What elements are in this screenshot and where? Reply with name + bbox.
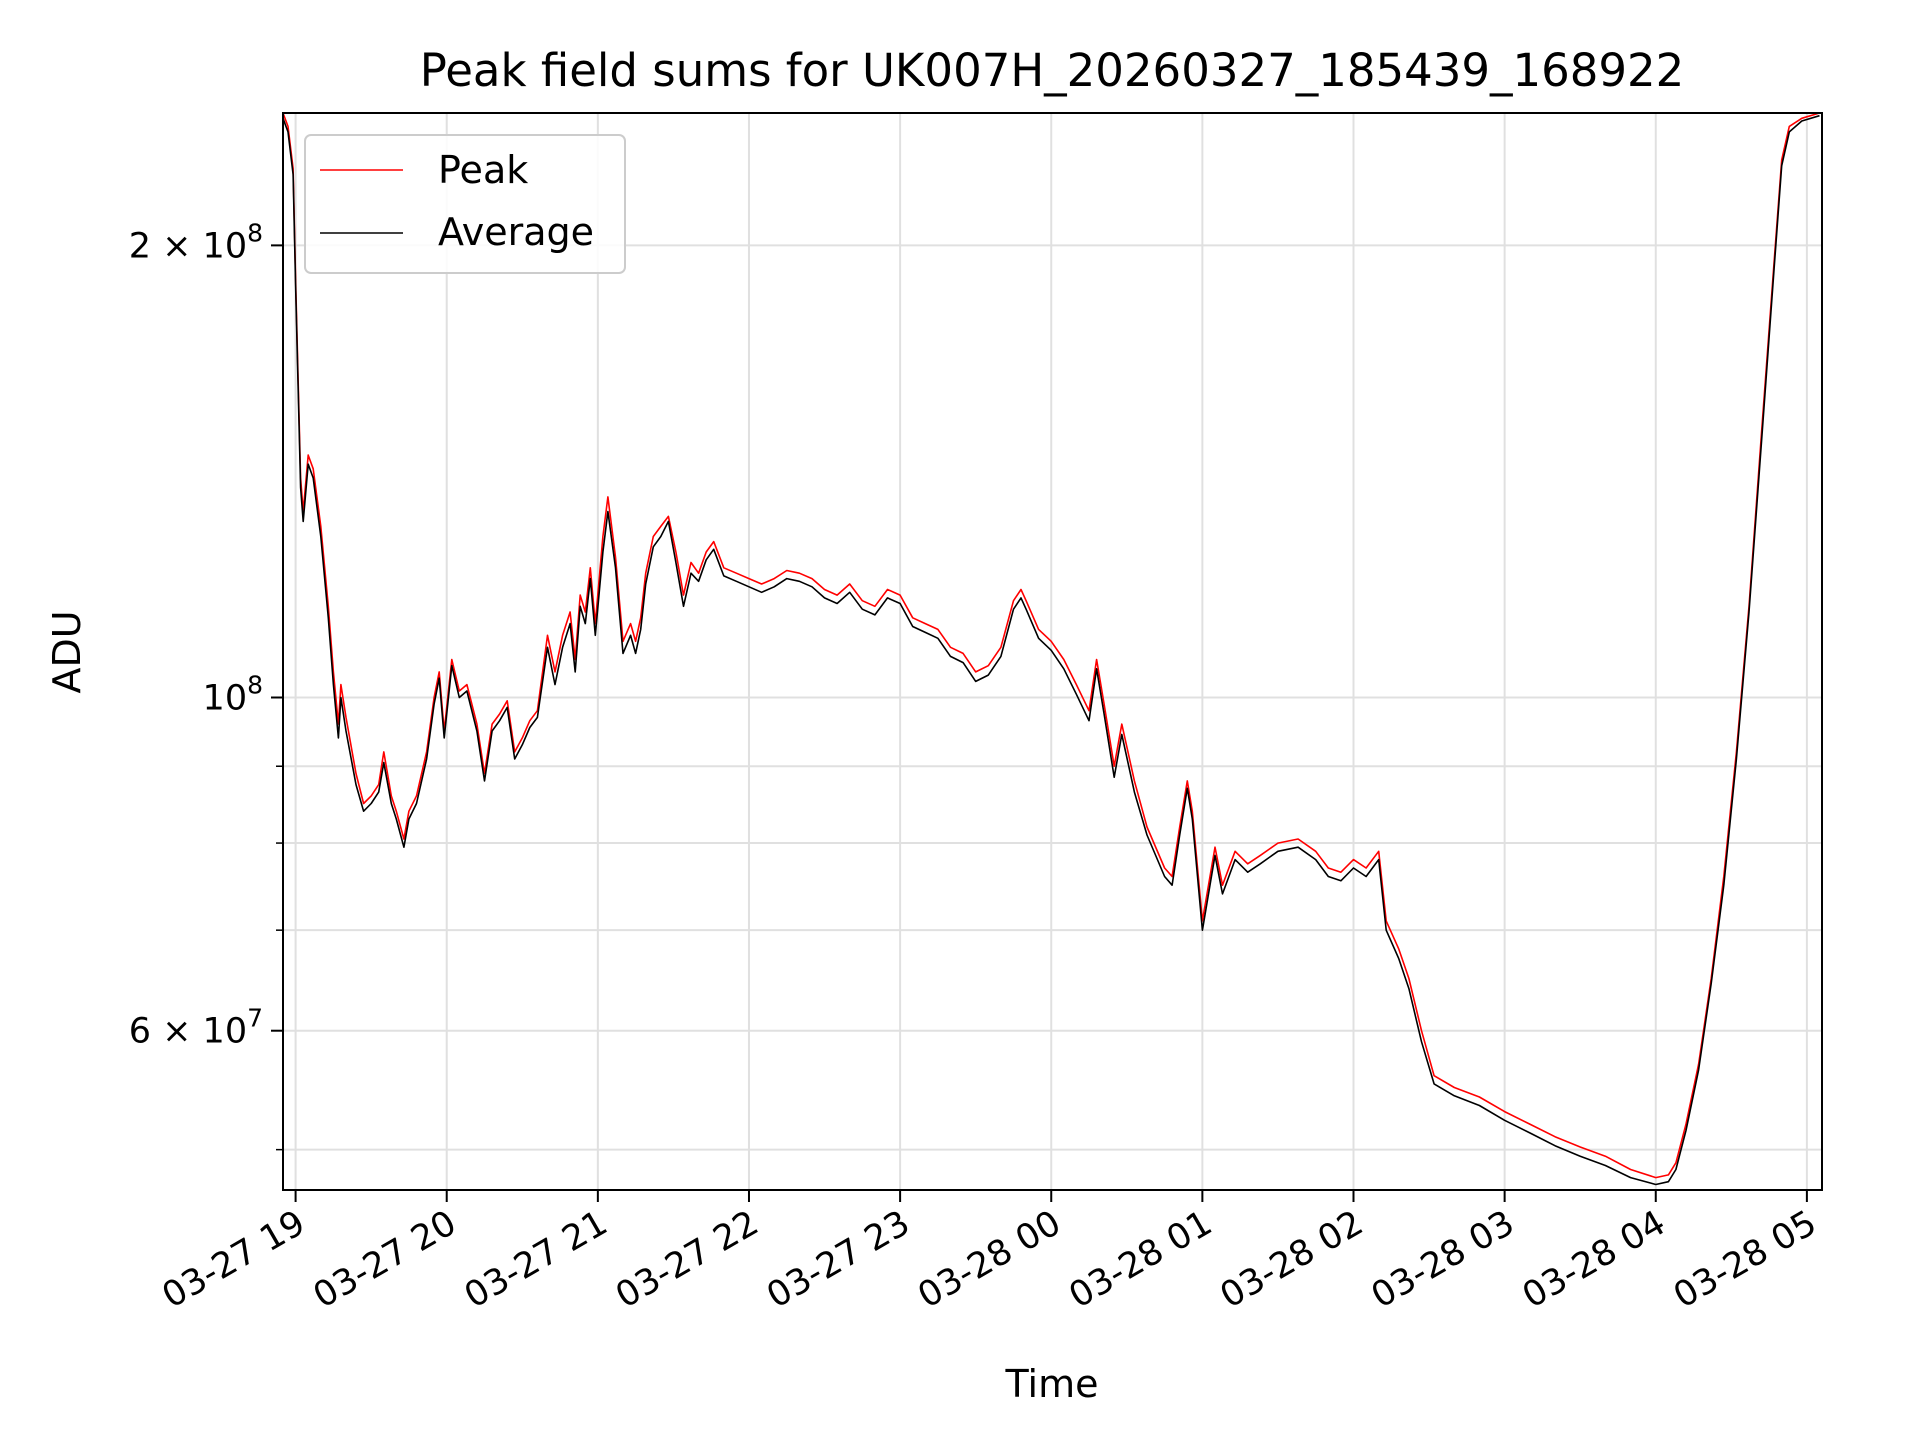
legend-label-peak: Peak [438, 148, 528, 192]
legend: Peak Average [304, 134, 626, 274]
legend-label-average: Average [438, 210, 594, 254]
grid-lines [283, 113, 1822, 1190]
series-line-average [282, 114, 1820, 1186]
plot-area-frame [282, 112, 1823, 1191]
chart-title: Peak field sums for UK007H_20260327_1854… [420, 44, 1685, 97]
y-tick-label: 108 [203, 671, 263, 719]
series-lines [282, 112, 1820, 1186]
y-axis-label: ADU [45, 610, 89, 693]
y-tick-label: 2 × 108 [129, 218, 263, 266]
series-line-peak [282, 112, 1820, 1179]
y-tick-label: 6 × 107 [129, 1004, 263, 1052]
x-axis-label: Time [1005, 1362, 1099, 1406]
